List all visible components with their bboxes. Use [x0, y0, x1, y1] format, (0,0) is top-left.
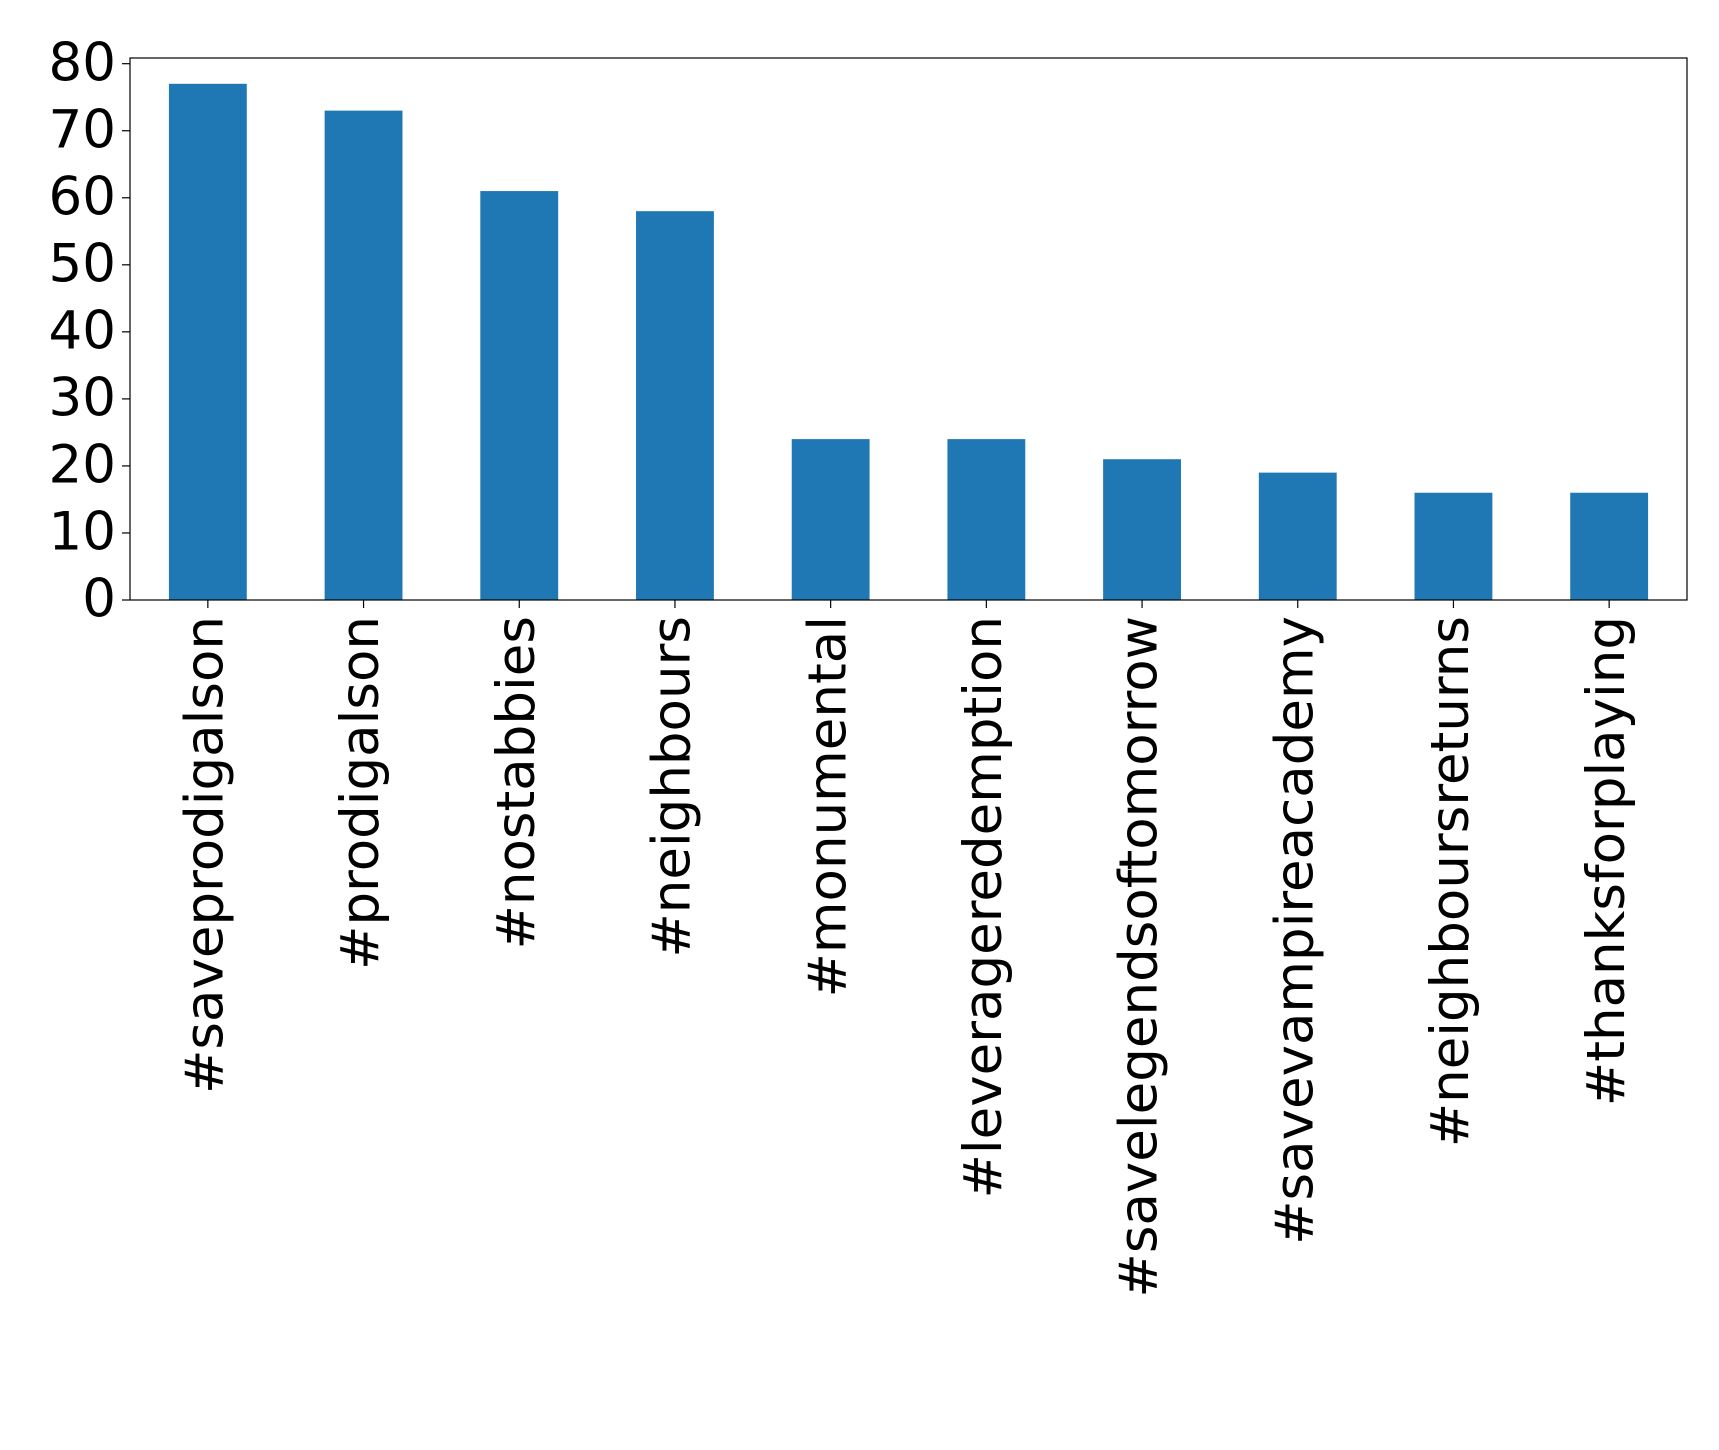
x-tick-label: #neighboursreturns	[1420, 616, 1481, 1147]
y-tick-label: 0	[82, 569, 116, 630]
plot-frame	[129, 57, 1688, 601]
y-tick-label: 70	[49, 99, 116, 160]
x-tick-label: #savevampireacademy	[1264, 616, 1325, 1245]
x-tick-label: #leverageredemption	[953, 616, 1014, 1199]
bar	[947, 439, 1026, 600]
y-tick-label: 30	[49, 368, 116, 429]
bar	[324, 110, 403, 601]
x-tick-label: #nostabbies	[486, 616, 547, 950]
bar	[1258, 472, 1337, 600]
x-tick-label: #saveprodigalson	[174, 616, 235, 1094]
y-tick-label: 50	[49, 233, 116, 294]
bar	[1414, 492, 1493, 600]
y-tick-label: 10	[49, 502, 116, 563]
y-tick-label: 80	[49, 32, 116, 93]
x-tick-label: #prodigalson	[330, 616, 391, 970]
bar	[1570, 492, 1649, 600]
x-tick-label: #neighbours	[642, 616, 703, 958]
y-tick-label: 20	[49, 435, 116, 496]
bar	[1103, 459, 1181, 600]
bar	[636, 211, 714, 600]
x-tick-label: #savelegendsoftomorrow	[1109, 616, 1170, 1298]
bar	[791, 439, 870, 600]
x-tick-label: #monumental	[797, 616, 858, 997]
bar	[480, 191, 559, 600]
y-tick-label: 60	[49, 166, 116, 227]
bar	[168, 83, 247, 601]
y-tick-label: 40	[49, 300, 116, 361]
x-tick-label: #thanksforplaying	[1576, 616, 1637, 1106]
